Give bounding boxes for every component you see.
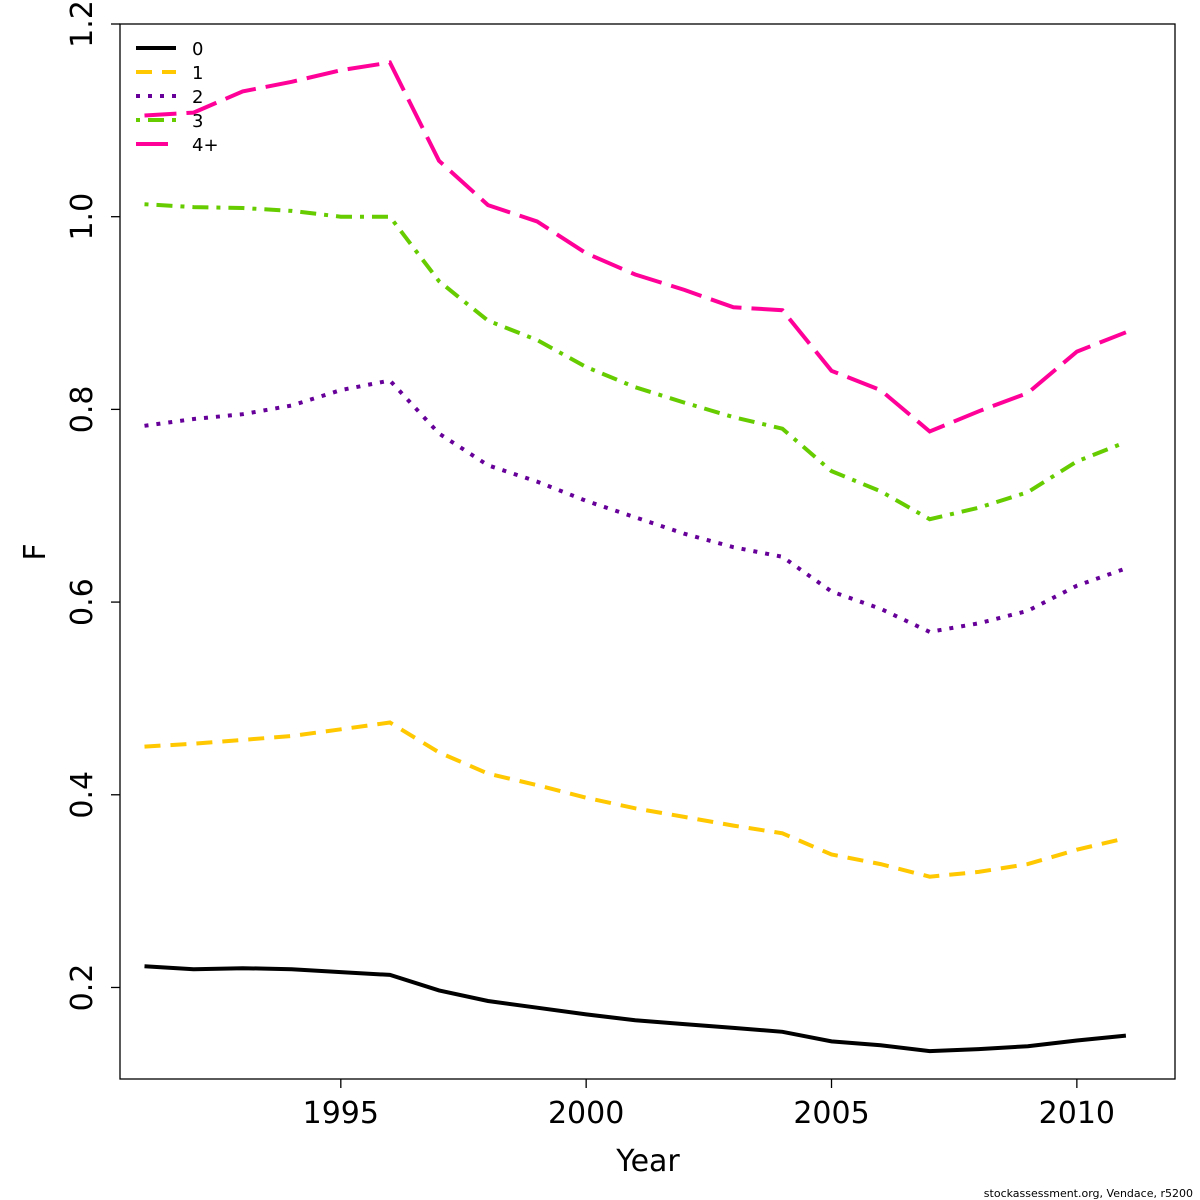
legend-label: 1 (192, 63, 203, 84)
y-tick-label: 0.6 (65, 578, 100, 626)
x-tick-label: 1995 (303, 1096, 379, 1131)
footer-credit: stockassessment.org, Vendace, r5200 (984, 1187, 1193, 1200)
legend-label: 4+ (192, 135, 219, 156)
series-line-4 (144, 60, 1127, 434)
series-layer (144, 60, 1127, 1054)
y-tick-label: 1.0 (65, 193, 100, 241)
plot-frame (119, 23, 1176, 1080)
x-tick-label: 2005 (793, 1096, 869, 1131)
plot-frame-layer (119, 23, 1176, 1080)
series-line-0 (144, 964, 1127, 1054)
x-axis-title: Year (615, 1144, 680, 1179)
legend-label: 3 (192, 111, 203, 132)
axes-layer: 1995 2000 2005 2010 0.2 0.4 0.6 0.8 1.0 1.2 (65, 0, 1115, 1131)
y-tick-label: 1.2 (65, 0, 100, 48)
x-tick-label: 2000 (548, 1096, 624, 1131)
y-tick-label: 0.8 (65, 386, 100, 434)
y-tick-label: 0.2 (65, 964, 100, 1012)
series-line-3 (144, 202, 1127, 522)
legend-label: 2 (192, 87, 203, 108)
legend-label: 0 (192, 39, 203, 60)
x-tick-label: 2010 (1039, 1096, 1115, 1131)
y-tick-label: 0.4 (65, 771, 100, 819)
series-line-1 (144, 720, 1127, 879)
y-axis-title: F (18, 543, 53, 560)
series-line-2 (144, 378, 1127, 634)
legend: 0 1 2 3 4+ (136, 39, 219, 156)
